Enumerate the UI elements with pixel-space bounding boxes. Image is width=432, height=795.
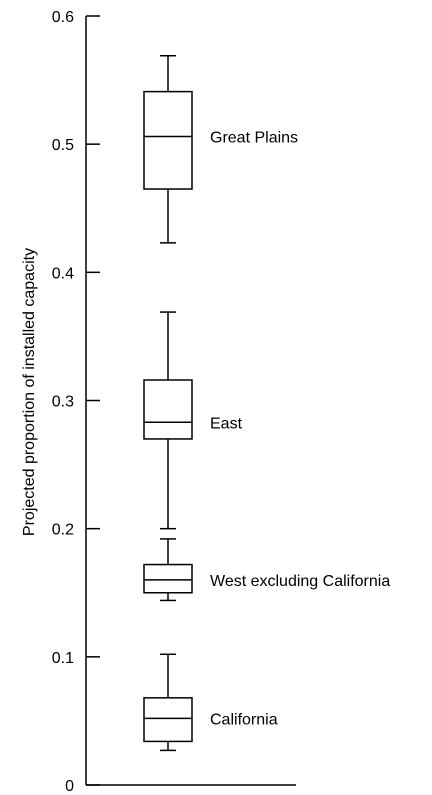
box-group: East <box>143 311 243 530</box>
iqr-box <box>143 90 193 190</box>
box-group: West excluding California <box>143 538 390 602</box>
y-tick-label: 0.1 <box>52 650 74 667</box>
y-tick-label: 0.6 <box>52 9 74 26</box>
y-tick-label: 0.5 <box>52 137 74 154</box>
box-group: Great Plains <box>143 54 298 244</box>
boxes: Great Plains East West excluding Californi… <box>143 54 390 752</box>
box-label: Great Plains <box>210 129 298 146</box>
iqr-box <box>143 379 193 440</box>
y-tick-label: 0.4 <box>52 265 74 282</box>
box-group: California <box>143 653 278 752</box>
iqr-box <box>143 563 193 594</box>
y-axis-title: Projected proportion of installed capaci… <box>21 248 38 536</box>
y-tick-label: 0.3 <box>52 394 74 411</box>
box-label: East <box>210 415 243 432</box>
y-tick-label: 0.2 <box>52 522 74 539</box>
y-tick-label: 0 <box>65 778 74 795</box>
axes: 0 0.1 0.2 0.3 0.4 0.5 0.6 <box>52 9 296 795</box>
box-label: California <box>210 711 278 728</box>
iqr-box <box>143 697 193 743</box>
box-label: West excluding California <box>210 573 390 590</box>
